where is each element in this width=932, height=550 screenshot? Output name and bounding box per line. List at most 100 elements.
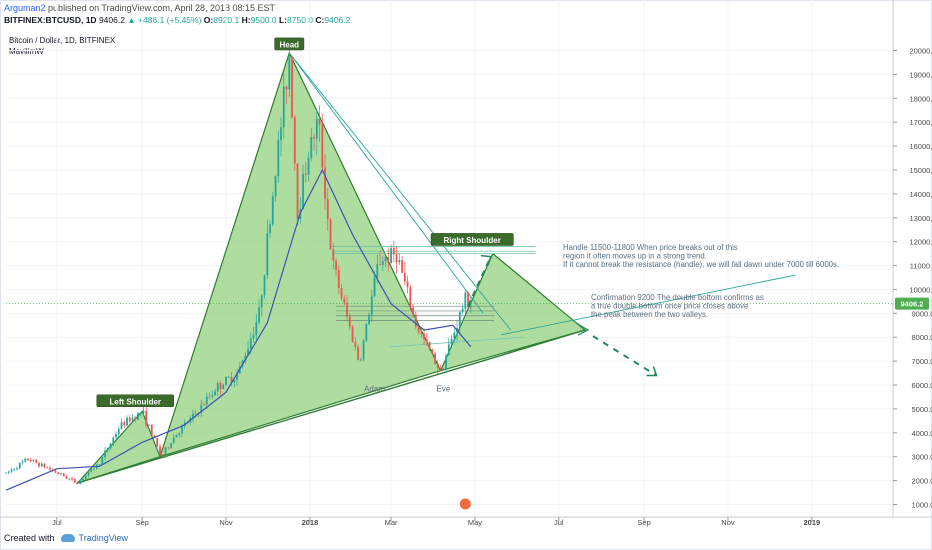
head-label: Head — [280, 40, 300, 49]
price-axis[interactable]: 1000.0 2000.0 3000.0 4000.0 5000.0 6000.0 7000… — [893, 47, 932, 510]
author-link[interactable]: Arguman2 — [4, 3, 46, 13]
tradingview-logo-icon — [60, 534, 75, 542]
x-tick-label: Mar — [385, 518, 398, 527]
candle-body — [354, 341, 357, 347]
y-tick-label: 3000.0 — [912, 453, 932, 462]
candle-body — [365, 324, 368, 341]
x-tick-label: Sep — [135, 518, 148, 527]
candle-body — [381, 261, 384, 265]
right-shoulder-triangle — [439, 252, 587, 372]
candle-body — [293, 117, 296, 164]
candle-body — [219, 382, 222, 390]
candle-body — [49, 467, 51, 470]
candle-body — [409, 287, 412, 308]
symbol-label: BITFINEX:BTCUSD, 1D — [4, 15, 97, 25]
handle-note-line: If it cannot break the resistance (handl… — [563, 260, 839, 269]
candle-body — [156, 437, 159, 447]
close-label: C: — [315, 15, 325, 25]
candle-body — [115, 434, 117, 438]
candle-body — [200, 404, 203, 413]
left-shoulder-label-box — [96, 394, 175, 408]
candle-body — [101, 457, 104, 465]
tradingview-brand[interactable]: TradingView — [78, 533, 129, 543]
trend-lines — [6, 52, 893, 348]
candle-body — [29, 459, 32, 462]
candle-body — [335, 260, 337, 270]
candle-body — [208, 396, 211, 398]
candle-body — [384, 257, 387, 262]
candle-body — [469, 306, 472, 308]
candle-body — [216, 382, 219, 392]
y-tick-label: 11000.0 — [910, 262, 932, 271]
price-change: ▲ +486.1 (+5.45%) — [127, 15, 202, 25]
last-price: 9406.2 — [98, 15, 125, 25]
candle-body — [318, 118, 321, 125]
y-tick-label: 8000.0 — [912, 333, 932, 342]
y-tick-label: 16000.0 — [909, 142, 932, 151]
candle-body — [148, 424, 150, 426]
x-tick-label: May — [468, 518, 482, 527]
candle-body — [131, 417, 134, 422]
y-tick-label: 1000.0 — [912, 501, 932, 510]
candle-body — [442, 368, 445, 370]
eve-label: Eve — [436, 384, 450, 393]
candle-body — [379, 264, 381, 265]
candle-body — [425, 339, 428, 342]
candle-body — [255, 322, 258, 336]
candle-body — [84, 475, 87, 479]
time-axis[interactable]: Jul Sep Nov 2018 Mar May Jul Sep Nov 2019 — [52, 517, 820, 527]
candle-body — [348, 316, 351, 327]
y-tick-label: 18000.0 — [909, 94, 932, 103]
candle-body — [5, 472, 7, 474]
candle-body — [373, 277, 376, 297]
candle-body — [153, 435, 156, 438]
neckline-arrow-head — [577, 323, 590, 336]
candle-body — [76, 482, 79, 484]
low-value: 8750.0 — [287, 15, 314, 25]
candle-body — [321, 124, 324, 168]
candle-body — [145, 410, 148, 426]
candle-body — [282, 86, 285, 128]
candle-body — [73, 478, 76, 483]
candle-body — [337, 269, 340, 289]
upward-projection-arrow — [467, 256, 492, 307]
candle-body — [54, 470, 57, 473]
neckline — [77, 329, 586, 484]
trend-line-1 — [288, 52, 484, 314]
left-shoulder-label: Left Shoulder — [109, 397, 161, 406]
candle-body — [40, 463, 43, 467]
candle-body — [274, 176, 277, 197]
current-price-tag — [895, 297, 929, 310]
candle-body — [230, 376, 233, 383]
candle-body — [170, 443, 172, 448]
candle-body — [128, 417, 131, 422]
candle-body — [403, 272, 406, 282]
candle-body — [87, 471, 90, 476]
candle-body — [10, 469, 13, 472]
candle-body — [453, 332, 456, 339]
grid — [0, 0, 932, 518]
x-tick-label: 2019 — [804, 518, 821, 527]
candle-body — [172, 437, 175, 444]
channel-extension — [500, 274, 796, 336]
candle-body — [112, 437, 115, 444]
y-tick-label: 15000.0 — [909, 166, 932, 175]
candle-body — [266, 232, 269, 276]
left-shoulder-triangle — [75, 410, 161, 485]
high-label: H: — [241, 15, 251, 25]
candle-body — [420, 332, 423, 334]
x-tick-label: 2018 — [302, 518, 319, 527]
candle-body — [65, 476, 68, 479]
candle-body — [450, 338, 453, 345]
downward-projection-arrow — [592, 335, 657, 377]
y-tick-label: 7000.0 — [912, 357, 932, 366]
candle-body — [315, 118, 318, 139]
candle-body — [139, 412, 142, 414]
legend-indicator[interactable]: MavilimW — [9, 47, 44, 56]
candle-body — [307, 157, 310, 175]
candle-body — [296, 163, 299, 219]
publish-info: Arguman2 published on TradingView.com, A… — [4, 3, 275, 13]
candle-body — [346, 302, 348, 317]
candle-body — [233, 379, 236, 383]
